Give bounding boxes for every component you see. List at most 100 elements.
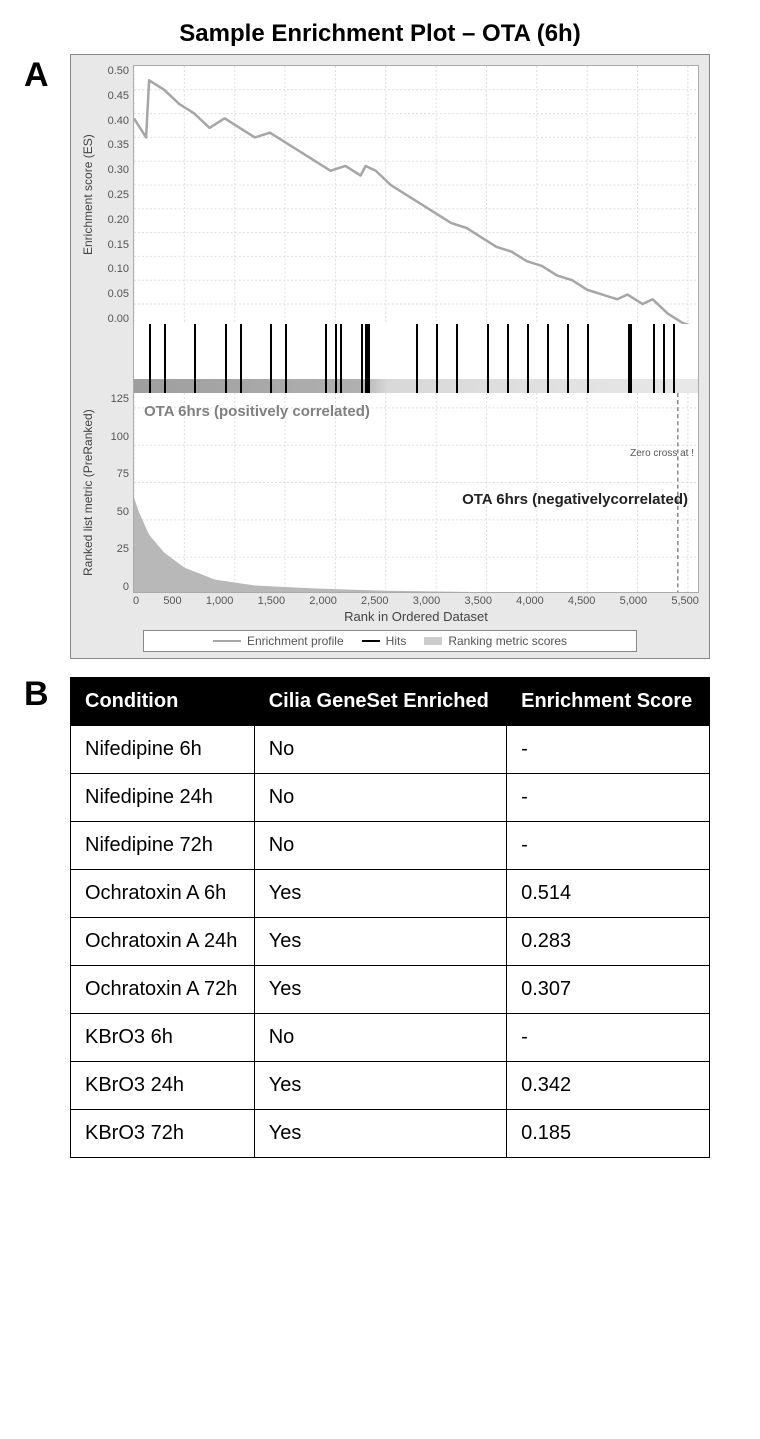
enrichment-table: Condition Cilia GeneSet Enriched Enrichm… <box>70 677 710 1158</box>
y-tick: 0.50 <box>108 65 129 77</box>
table-row: Ochratoxin A 24hYes0.283 <box>71 918 710 966</box>
table-cell: 0.514 <box>507 870 710 918</box>
zero-cross-label: Zero cross at ! <box>630 448 694 459</box>
panel-a: A Enrichment score (ES) 0.500.450.400.35… <box>30 54 730 659</box>
hit-mark <box>164 324 166 393</box>
figure-title: Sample Enrichment Plot – OTA (6h) <box>30 20 730 48</box>
table-cell: 0.185 <box>507 1110 710 1158</box>
table-cell: KBrO3 6h <box>71 1014 255 1062</box>
legend-ranking-metric: Ranking metric scores <box>424 634 567 648</box>
negative-correlation-label: OTA 6hrs (negativelycorrelated) <box>462 491 688 508</box>
hit-mark <box>587 324 589 393</box>
y-tick: 0.05 <box>108 288 129 300</box>
x-tick: 1,000 <box>206 595 234 607</box>
legend-line-icon <box>213 640 241 642</box>
table-cell: Ochratoxin A 72h <box>71 966 255 1014</box>
y-tick: 50 <box>117 506 129 518</box>
hit-mark <box>149 324 151 393</box>
hit-mark <box>547 324 549 393</box>
table-row: Nifedipine 6hNo- <box>71 726 710 774</box>
y-tick: 0.35 <box>108 139 129 151</box>
legend-line-icon <box>362 640 380 642</box>
table-cell: No <box>254 822 506 870</box>
y-tick: 0.30 <box>108 164 129 176</box>
table-cell: 0.283 <box>507 918 710 966</box>
table-cell: Nifedipine 24h <box>71 774 255 822</box>
x-tick: 2,000 <box>309 595 337 607</box>
panel-b-label: B <box>24 675 49 714</box>
x-tick: 500 <box>163 595 181 607</box>
x-tick: 4,500 <box>568 595 596 607</box>
x-tick: 2,500 <box>361 595 389 607</box>
x-tick: 5,500 <box>671 595 699 607</box>
hit-mark <box>527 324 529 393</box>
y-tick: 125 <box>111 393 129 405</box>
table-cell: Ochratoxin A 24h <box>71 918 255 966</box>
hit-mark <box>416 324 418 393</box>
table-row: KBrO3 24hYes0.342 <box>71 1062 710 1110</box>
table-cell: KBrO3 72h <box>71 1110 255 1158</box>
table-header-row: Condition Cilia GeneSet Enriched Enrichm… <box>71 678 710 726</box>
col-condition: Condition <box>71 678 255 726</box>
y-tick: 100 <box>111 431 129 443</box>
hit-mark <box>368 324 370 393</box>
table-row: KBrO3 6hNo- <box>71 1014 710 1062</box>
col-cilia-enriched: Cilia GeneSet Enriched <box>254 678 506 726</box>
legend-bar-icon <box>424 637 442 645</box>
ranked-y-ticks: 125 100 75 50 25 0 <box>99 393 133 593</box>
table-cell: Yes <box>254 870 506 918</box>
hit-mark <box>225 324 227 393</box>
table-cell: - <box>507 726 710 774</box>
legend-hits: Hits <box>362 634 407 648</box>
hits-barcode <box>133 324 699 394</box>
panel-a-label: A <box>24 56 49 95</box>
hit-mark <box>487 324 489 393</box>
positive-correlation-label: OTA 6hrs (positively correlated) <box>144 403 370 420</box>
y-tick: 0.40 <box>108 115 129 127</box>
legend-label: Ranking metric scores <box>448 634 567 648</box>
table-cell: 0.307 <box>507 966 710 1014</box>
x-tick: 1,500 <box>258 595 286 607</box>
table-cell: No <box>254 1014 506 1062</box>
y-tick: 0 <box>123 581 129 593</box>
table-cell: Yes <box>254 918 506 966</box>
table-row: Nifedipine 24hNo- <box>71 774 710 822</box>
y-tick: 0.20 <box>108 214 129 226</box>
hit-mark <box>673 324 675 393</box>
hit-mark <box>361 324 363 393</box>
y-tick: 25 <box>117 543 129 555</box>
table-cell: No <box>254 774 506 822</box>
table-cell: - <box>507 822 710 870</box>
y-tick: 0.25 <box>108 189 129 201</box>
panel-b: B Condition Cilia GeneSet Enriched Enric… <box>30 677 730 1158</box>
hit-mark <box>340 324 342 393</box>
table-cell: KBrO3 24h <box>71 1062 255 1110</box>
hit-mark <box>335 324 337 393</box>
table-cell: Yes <box>254 1062 506 1110</box>
x-tick: 3,000 <box>413 595 441 607</box>
x-axis-ticks: 05001,0001,5002,0002,5003,0003,5004,0004… <box>133 593 699 607</box>
x-tick: 4,000 <box>516 595 544 607</box>
table-cell: Ochratoxin A 6h <box>71 870 255 918</box>
hit-mark <box>653 324 655 393</box>
table-cell: - <box>507 1014 710 1062</box>
col-enrichment-score: Enrichment Score <box>507 678 710 726</box>
hit-mark <box>285 324 287 393</box>
table-row: Ochratoxin A 72hYes0.307 <box>71 966 710 1014</box>
hit-mark <box>194 324 196 393</box>
table-cell: 0.342 <box>507 1062 710 1110</box>
hit-mark <box>436 324 438 393</box>
hit-mark <box>507 324 509 393</box>
x-tick: 3,500 <box>464 595 492 607</box>
enrichment-chart: Enrichment score (ES) 0.500.450.400.350.… <box>70 54 710 659</box>
table-cell: - <box>507 774 710 822</box>
ranked-y-axis-label: Ranked list metric (PreRanked) <box>81 393 99 593</box>
ranked-plot-area: OTA 6hrs (positively correlated) OTA 6hr… <box>133 393 699 593</box>
x-tick: 5,000 <box>620 595 648 607</box>
x-axis-label: Rank in Ordered Dataset <box>133 609 699 624</box>
y-tick: 0.45 <box>108 90 129 102</box>
y-tick: 75 <box>117 468 129 480</box>
hit-mark <box>567 324 569 393</box>
table-row: KBrO3 72hYes0.185 <box>71 1110 710 1158</box>
chart-legend: Enrichment profile Hits Ranking metric s… <box>143 630 637 652</box>
